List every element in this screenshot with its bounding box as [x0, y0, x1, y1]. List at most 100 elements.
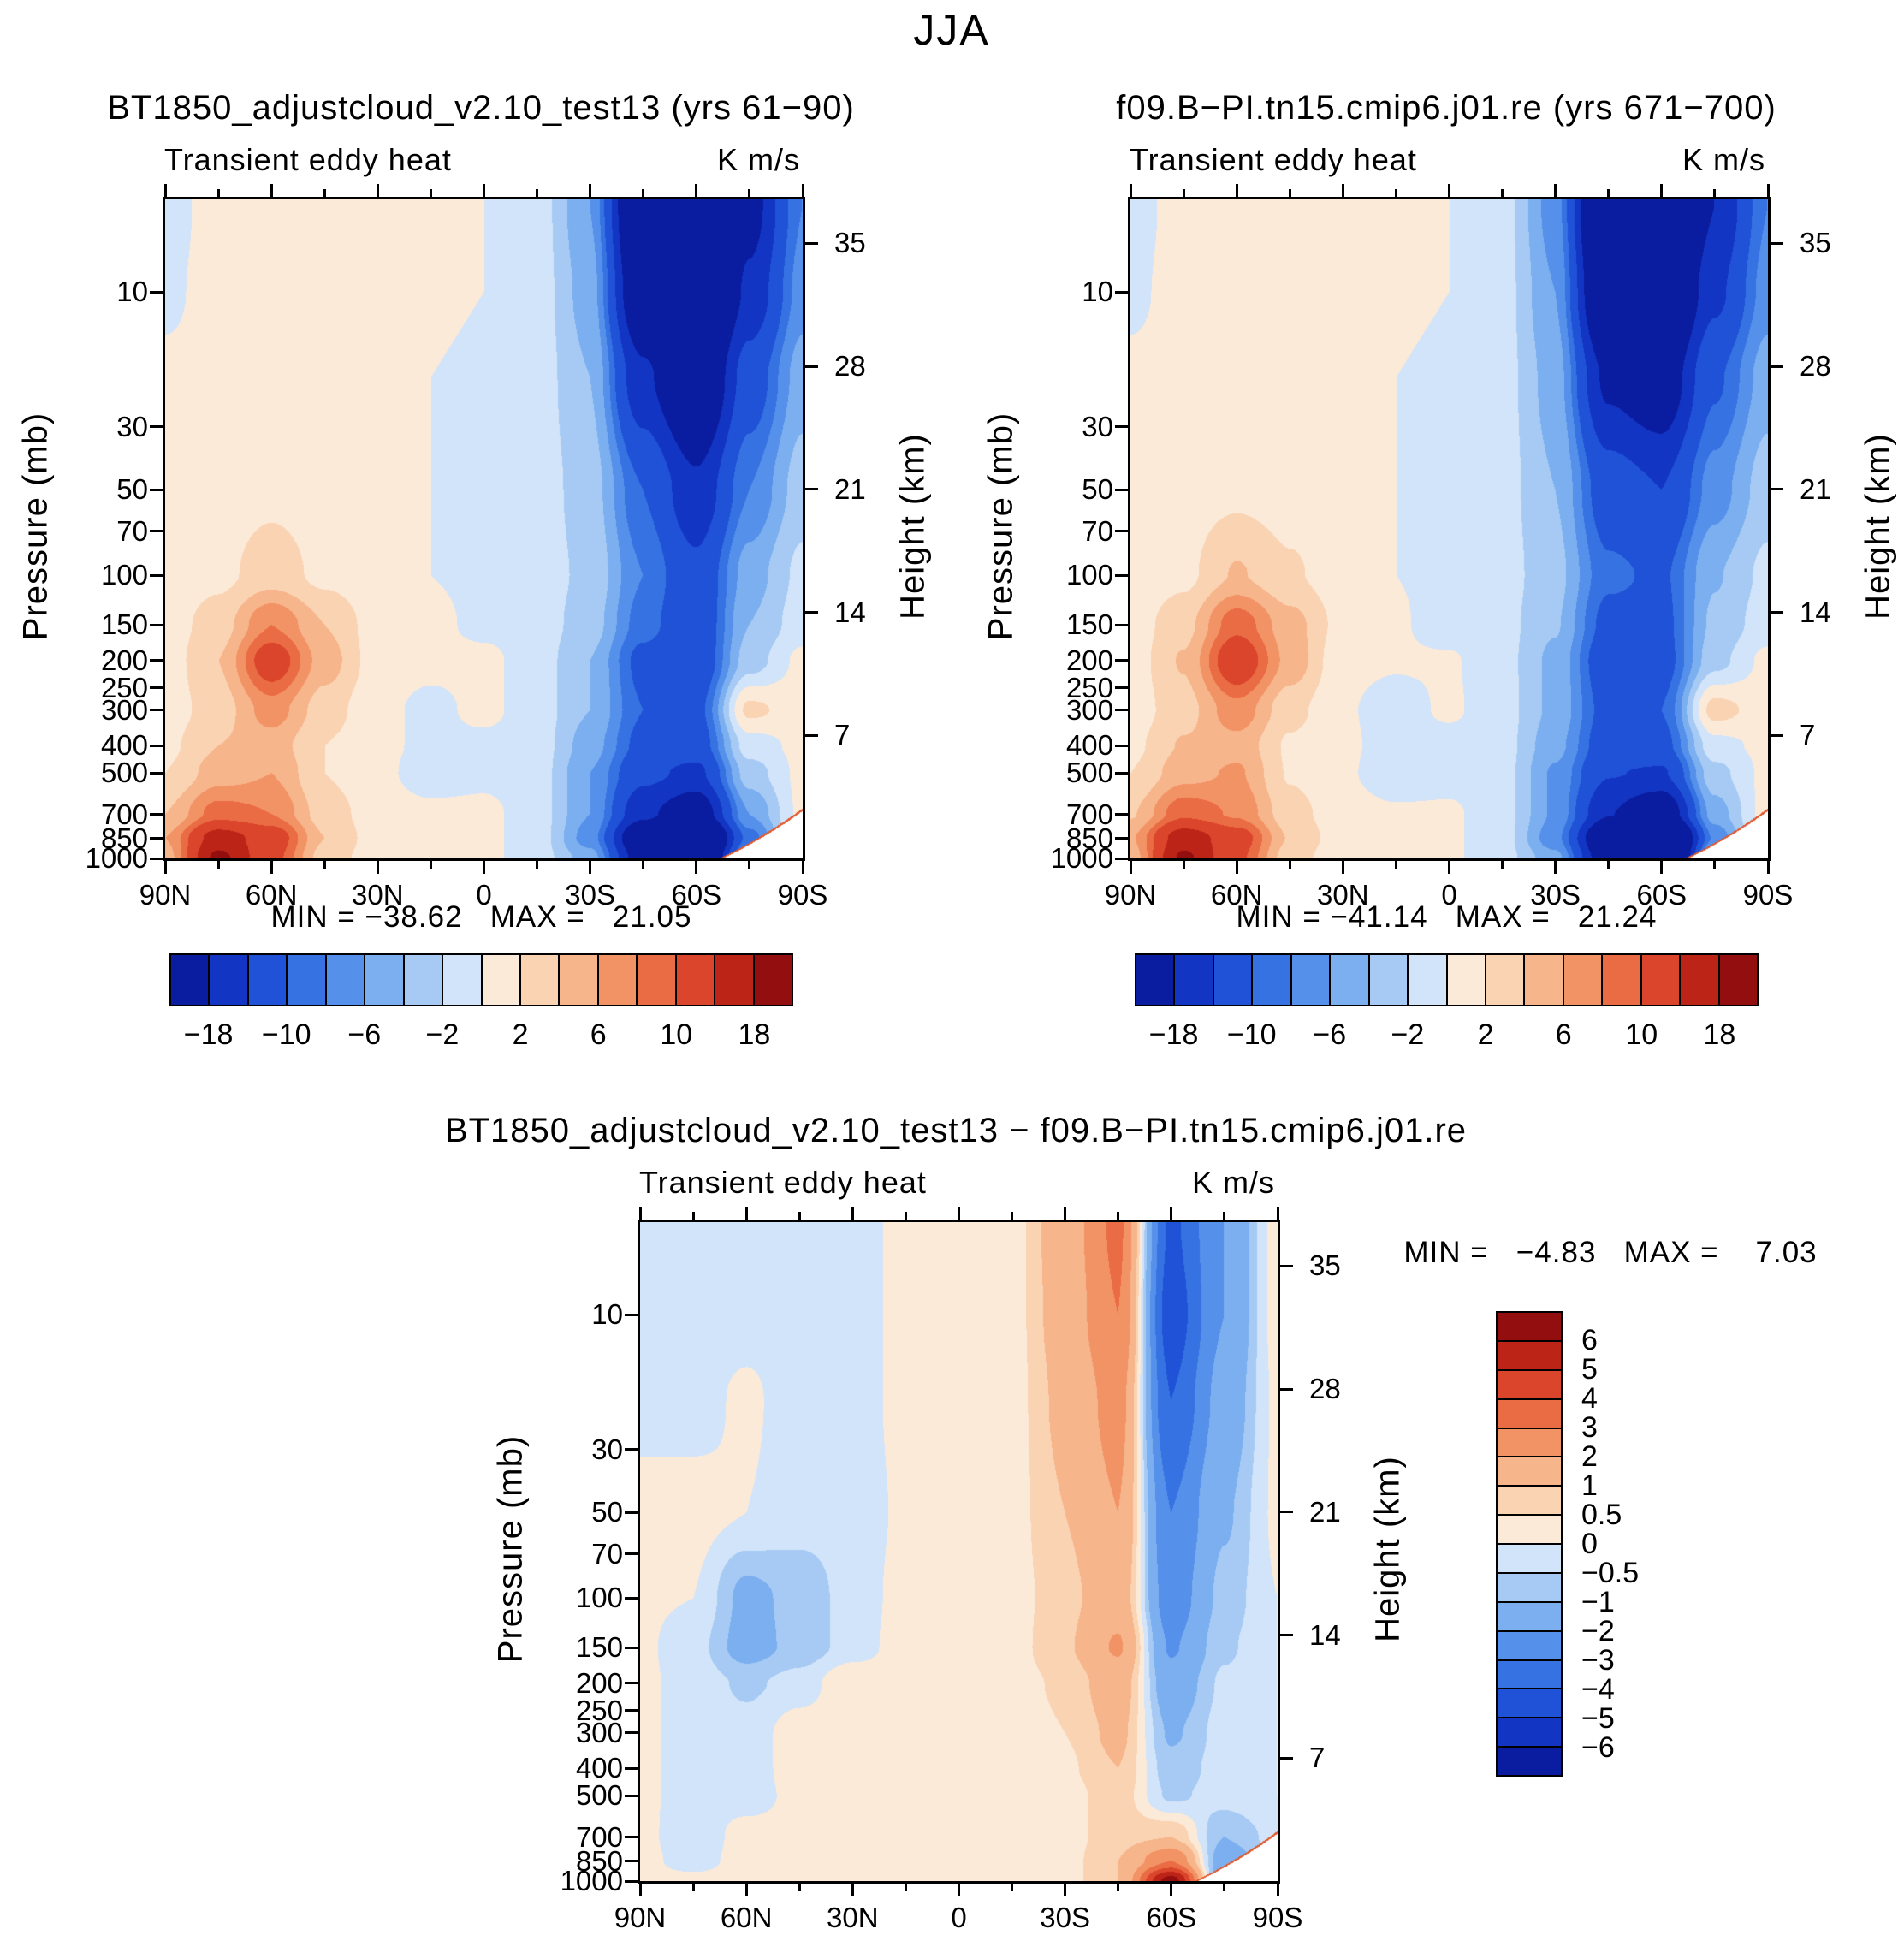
- pressure-tick-label: 30: [591, 1433, 623, 1465]
- field-title: Transient eddy heat: [639, 1165, 927, 1200]
- pressure-tick-label: 250: [1065, 671, 1113, 703]
- colorbar-cell: [208, 953, 249, 1006]
- colorbar-tick-label: −1: [1581, 1586, 1615, 1618]
- axis-tick: [1280, 1264, 1293, 1267]
- axis-tick: [1115, 530, 1128, 533]
- axis-tick: [695, 184, 698, 197]
- pressure-tick-label: 400: [1065, 729, 1113, 762]
- axis-tick: [958, 1207, 960, 1220]
- axis-tick: [150, 744, 163, 747]
- axis-tick: [376, 184, 379, 197]
- pressure-tick-label: 300: [100, 693, 148, 726]
- colorbar-tick-label: 18: [738, 1018, 771, 1051]
- height-tick-label: 21: [834, 472, 866, 505]
- axis-tick: [270, 184, 273, 197]
- axis-tick: [798, 1884, 801, 1891]
- axis-tick: [1288, 189, 1291, 197]
- colorbar-tick-label: −3: [1581, 1644, 1615, 1677]
- axis-tick: [1129, 861, 1132, 874]
- pressure-tick-label: 1000: [85, 842, 148, 874]
- axis-tick: [1115, 686, 1128, 690]
- axis-tick: [625, 1596, 638, 1600]
- axis-tick: [1394, 861, 1397, 869]
- axis-tick: [1117, 1884, 1120, 1891]
- colorbar-tick-label: 6: [1581, 1324, 1598, 1356]
- axis-tick: [1115, 573, 1128, 577]
- panel-bt1850: BT1850_adjustcloud_v2.10_test13 (yrs 61−…: [0, 77, 976, 1121]
- axis-tick: [805, 365, 818, 368]
- colorbar-cell: [1212, 953, 1254, 1006]
- pressure-tick-label: 70: [591, 1537, 623, 1570]
- axis-tick: [1115, 837, 1128, 840]
- axis-tick: [1280, 1387, 1293, 1391]
- lat-tick-label: 60S: [671, 879, 722, 911]
- colorbar-cell: [1640, 953, 1682, 1006]
- axis-tick: [1448, 184, 1450, 197]
- colorbar-cell: [246, 953, 288, 1006]
- lat-tick-label: 90N: [139, 879, 192, 911]
- axis-tick: [1276, 1884, 1279, 1896]
- panel-f09: f09.B−PI.tn15.cmip6.j01.re (yrs 671−700)…: [965, 77, 1904, 1121]
- axis-tick: [429, 861, 432, 869]
- axis-tick: [1170, 1884, 1173, 1896]
- axis-tick: [798, 1212, 801, 1220]
- colorbar-cell: [1496, 1746, 1563, 1777]
- pressure-tick-label: 200: [100, 644, 148, 676]
- pressure-tick-label: 100: [1065, 559, 1113, 591]
- colorbar-tick-label: −4: [1581, 1673, 1615, 1706]
- pressure-tick-label: 50: [1082, 473, 1113, 506]
- height-tick-label: 14: [1800, 596, 1831, 628]
- lat-tick-label: 60N: [245, 879, 298, 911]
- axis-tick: [805, 733, 818, 737]
- axis-tick: [904, 1884, 907, 1891]
- axis-tick: [1064, 1207, 1067, 1220]
- height-axis-title: Height (km): [1368, 1456, 1407, 1642]
- axis-tick: [1223, 1884, 1226, 1891]
- axis-tick: [691, 1884, 695, 1891]
- axis-tick: [1607, 861, 1610, 869]
- axis-tick: [958, 1884, 960, 1896]
- axis-tick: [744, 1884, 748, 1896]
- colorbar-cell: [1496, 1311, 1563, 1342]
- colorbar-cell: [169, 953, 211, 1006]
- colorbar-cell: [1679, 953, 1720, 1006]
- colorbar-cell: [1496, 1456, 1563, 1487]
- axis-tick: [805, 611, 818, 614]
- panel-title: BT1850_adjustcloud_v2.10_test13 − f09.B−…: [444, 1112, 1468, 1149]
- axis-tick: [1182, 861, 1185, 869]
- axis-tick: [904, 1212, 907, 1220]
- axis-tick: [625, 1552, 638, 1556]
- colorbar-cell: [1484, 953, 1526, 1006]
- axis-tick: [429, 189, 432, 197]
- lat-tick-label: 90S: [1252, 1902, 1303, 1933]
- lat-tick-label: 0: [1441, 879, 1457, 911]
- colorbar-cell: [1496, 1339, 1563, 1371]
- pressure-tick-label: 30: [116, 410, 148, 442]
- field-title: Transient eddy heat: [164, 142, 452, 177]
- contour-canvas: [640, 1222, 1278, 1881]
- colorbar-tick-label: −18: [1148, 1018, 1199, 1051]
- height-tick-label: 28: [834, 350, 866, 383]
- lat-tick-label: 60N: [720, 1902, 773, 1933]
- axis-tick: [1115, 623, 1128, 626]
- axis-tick: [1501, 861, 1504, 869]
- axis-tick: [323, 189, 326, 197]
- lat-tick-label: 90N: [1104, 879, 1157, 911]
- pressure-tick-label: 850: [100, 822, 148, 854]
- colorbar-cell: [519, 953, 561, 1006]
- axis-tick: [163, 184, 167, 197]
- colorbar-tick-label: 2: [512, 1018, 529, 1051]
- lat-tick-label: 90N: [614, 1902, 667, 1933]
- colorbar-tick-label: 1: [1581, 1469, 1598, 1502]
- axis-tick: [1064, 1884, 1067, 1896]
- axis-tick: [625, 1682, 638, 1685]
- axis-tick: [801, 184, 804, 197]
- height-tick-label: 21: [1309, 1495, 1341, 1528]
- axis-tick: [150, 530, 163, 533]
- colorbar-tick-label: −2: [425, 1018, 460, 1051]
- axis-tick: [376, 861, 379, 874]
- colorbar-cell: [364, 953, 405, 1006]
- axis-tick: [1011, 1884, 1014, 1891]
- pressure-tick-label: 200: [575, 1666, 623, 1699]
- colorbar-cell: [752, 953, 793, 1006]
